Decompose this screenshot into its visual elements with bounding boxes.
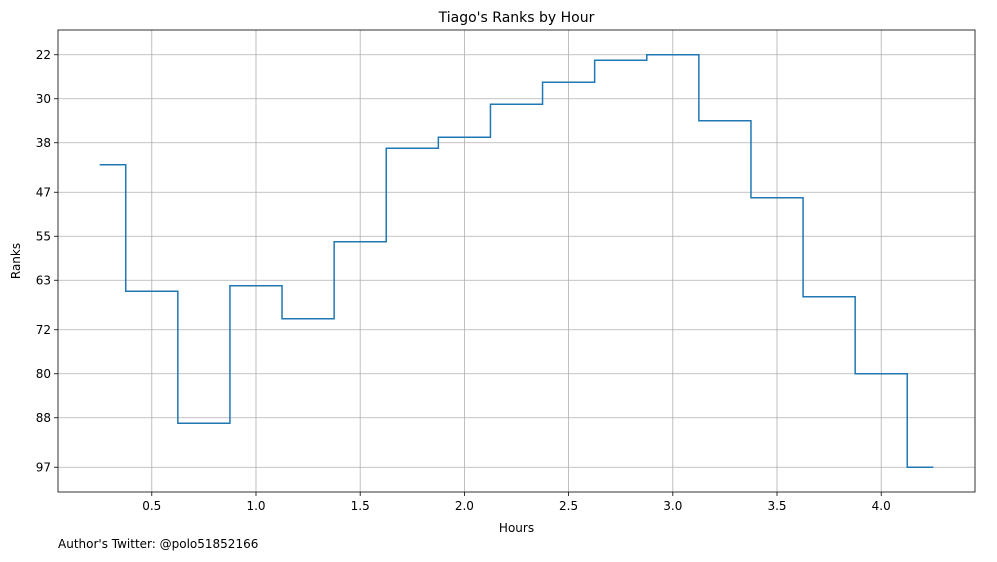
plot-frame: [57, 29, 976, 493]
x-axis-label: Hours: [499, 521, 534, 535]
x-tick-label: 4.0: [872, 499, 891, 513]
x-axis-ticks: 0.5 1.0 1.5 2.0 2.5 3.0 3.5 4.0: [142, 492, 891, 513]
y-tick-label: 80: [36, 367, 51, 381]
y-tick-label: 38: [36, 136, 51, 150]
y-tick-label: 22: [36, 48, 51, 62]
y-tick-label: 97: [36, 460, 51, 474]
y-tick-label: 30: [36, 92, 51, 106]
x-tick-label: 1.5: [351, 499, 370, 513]
y-tick-label: 72: [36, 323, 51, 337]
x-tick-label: 2.0: [455, 499, 474, 513]
author-credit: Author's Twitter: @polo51852166: [58, 537, 259, 551]
y-tick-label: 55: [36, 229, 51, 243]
x-tick-label: 0.5: [142, 499, 161, 513]
rank-step-line: [99, 54, 934, 468]
y-tick-label: 63: [36, 273, 51, 287]
x-tick-label: 3.0: [663, 499, 682, 513]
y-axis-label: Ranks: [9, 243, 23, 279]
grid: [58, 30, 975, 492]
y-tick-label: 88: [36, 411, 51, 425]
chart-title: Tiago's Ranks by Hour: [438, 10, 595, 26]
x-tick-label: 1.0: [246, 499, 265, 513]
x-tick-label: 3.5: [767, 499, 786, 513]
y-tick-label: 47: [36, 185, 51, 199]
x-tick-label: 2.5: [559, 499, 578, 513]
y-axis-ticks: 22 30 38 47 55 63 72 80 88 97: [36, 48, 58, 474]
